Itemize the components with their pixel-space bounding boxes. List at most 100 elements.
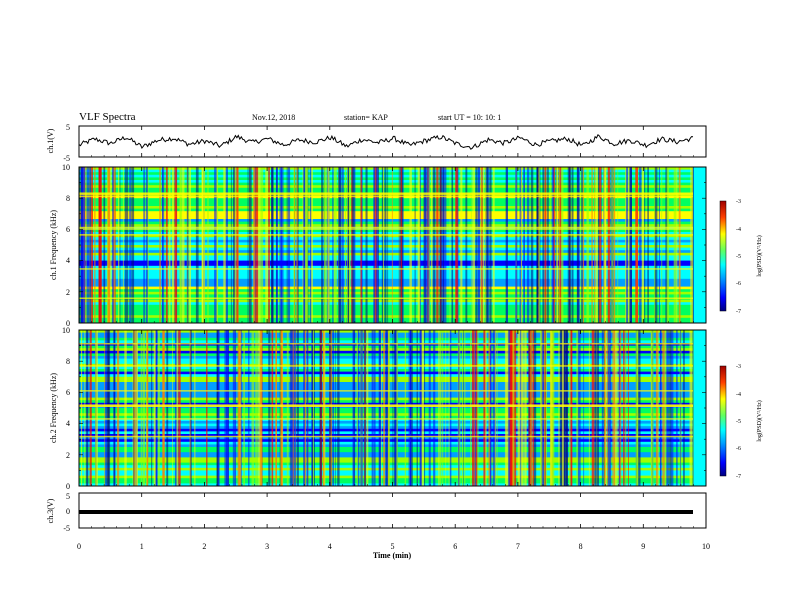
spectrogram-stripe xyxy=(279,330,281,486)
xtick-8: 8 xyxy=(579,542,583,551)
spectrogram-stripe xyxy=(627,167,631,323)
spectrogram-stripe xyxy=(661,167,663,323)
spectrogram-stripe xyxy=(321,167,324,323)
spectrogram-stripe xyxy=(243,330,245,486)
spectrogram-stripe xyxy=(166,330,169,486)
xtick-0: 0 xyxy=(77,542,81,551)
spectrogram-stripe xyxy=(489,330,491,486)
spectrogram-stripe xyxy=(520,330,524,486)
spectrogram-stripe xyxy=(80,167,84,323)
spectrogram-stripe xyxy=(230,167,232,323)
spectrogram-stripe xyxy=(142,330,146,486)
spectrogram-stripe xyxy=(296,330,299,486)
spectrogram-stripe xyxy=(178,330,181,486)
spectrogram-stripe xyxy=(203,167,205,323)
spectrogram-stripe xyxy=(482,167,485,323)
spectrogram-stripe xyxy=(122,167,124,323)
spectrogram-stripe xyxy=(604,167,606,323)
spectrogram-stripe xyxy=(289,330,291,486)
spectrogram-stripe xyxy=(286,167,288,323)
spectrogram-stripe xyxy=(613,167,616,323)
spectrogram-tone-line xyxy=(79,390,693,392)
spectrogram-stripe xyxy=(533,330,537,486)
spectrogram-stripe xyxy=(485,330,487,486)
station-label: station= KAP xyxy=(344,113,388,122)
spectrogram-stripe xyxy=(391,167,393,323)
spectrogram-stripe xyxy=(190,330,192,486)
spectrogram-stripe xyxy=(217,167,219,323)
spectrogram-stripe xyxy=(260,167,264,323)
spectrogram-stripe xyxy=(157,330,160,486)
spectrogram-stripe xyxy=(639,167,642,323)
spectrogram-stripe xyxy=(601,330,604,486)
spectrogram-stripe xyxy=(161,167,165,323)
cb1-label: log(PSD)(V²/Hz) xyxy=(756,235,763,276)
spectrogram-tone-line xyxy=(79,234,693,236)
ch2-spec-ytick-2: 2 xyxy=(66,451,70,460)
panel-ch1-waveform xyxy=(78,125,707,158)
spectrogram-stripe xyxy=(86,167,87,323)
spectrogram-stripe xyxy=(309,167,312,323)
spectrogram-stripe xyxy=(327,167,330,323)
cb1-tick-m5: -5 xyxy=(736,254,741,260)
ch3-wave-ytick-mid: 0 xyxy=(66,507,70,516)
spectrogram-stripe xyxy=(381,167,384,323)
spectrogram-stripe xyxy=(287,167,291,323)
spectrogram-stripe xyxy=(409,167,412,323)
spectrogram-stripe xyxy=(146,330,147,486)
spectrogram-stripe xyxy=(82,167,86,323)
spectrogram-stripe xyxy=(559,330,563,486)
spectrogram-stripe xyxy=(588,330,590,486)
spectrogram-stripe xyxy=(366,330,369,486)
spectrogram-stripe xyxy=(310,167,313,323)
spectrogram-stripe xyxy=(544,330,545,486)
spectrogram-stripe xyxy=(134,330,136,486)
spectrogram-stripe xyxy=(676,330,678,486)
spectrogram-stripe xyxy=(519,330,522,486)
spectrogram-stripe xyxy=(124,330,127,486)
spectrogram-stripe xyxy=(529,330,533,486)
spectrogram-stripe xyxy=(159,167,161,323)
spectrogram-stripe xyxy=(119,167,121,323)
spectrogram-stripe xyxy=(388,330,391,486)
spectrogram-stripe xyxy=(611,167,614,323)
spectrogram-stripe xyxy=(296,167,299,323)
spectrogram-stripe xyxy=(487,167,490,323)
ch1-spec-ytick-4: 4 xyxy=(66,256,70,265)
spectrogram-stripe xyxy=(124,167,127,323)
spectrogram-stripe xyxy=(603,330,605,486)
ch3-wave-ytick-top: 5 xyxy=(66,492,70,501)
date-label: Nov.12, 2018 xyxy=(252,113,296,122)
spectrogram-stripe xyxy=(168,167,171,323)
spectrogram-stripe xyxy=(195,167,199,323)
spectrogram-stripe xyxy=(271,167,274,323)
cb1-tick-m3: -3 xyxy=(736,199,741,205)
spectrogram-tone-line xyxy=(79,405,693,407)
ch1-spec-ytick-0: 0 xyxy=(66,319,70,328)
spectrogram-stripe xyxy=(304,330,306,486)
spectrogram-stripe xyxy=(347,167,349,323)
spectrogram-stripe xyxy=(323,330,326,486)
spectrogram-stripe xyxy=(113,330,115,486)
spectrogram-stripe xyxy=(617,167,619,323)
spectrogram-stripe xyxy=(393,330,395,486)
spectrogram-stripe xyxy=(352,330,355,486)
spectrogram-stripe xyxy=(217,330,219,486)
spectrogram-stripe xyxy=(337,330,340,486)
spectrogram-stripe xyxy=(442,167,444,323)
spectrogram-stripe xyxy=(545,330,547,486)
xtick-2: 2 xyxy=(202,542,206,551)
spectrogram-stripe xyxy=(462,330,464,486)
spectrogram-stripe xyxy=(520,167,523,323)
spectrogram-stripe xyxy=(591,330,595,486)
cb2-label: log(PSD)(V²/Hz) xyxy=(756,400,763,441)
spectrogram-tone-line xyxy=(79,192,693,194)
spectrogram-stripe xyxy=(563,330,567,486)
spectrogram-stripe xyxy=(666,167,670,323)
spectrogram-stripe xyxy=(118,167,120,323)
spectrogram-stripe xyxy=(540,330,542,486)
spectrogram-tone-line xyxy=(79,435,693,438)
spectrogram-stripe xyxy=(371,330,374,486)
spectrogram-stripe xyxy=(145,167,148,323)
